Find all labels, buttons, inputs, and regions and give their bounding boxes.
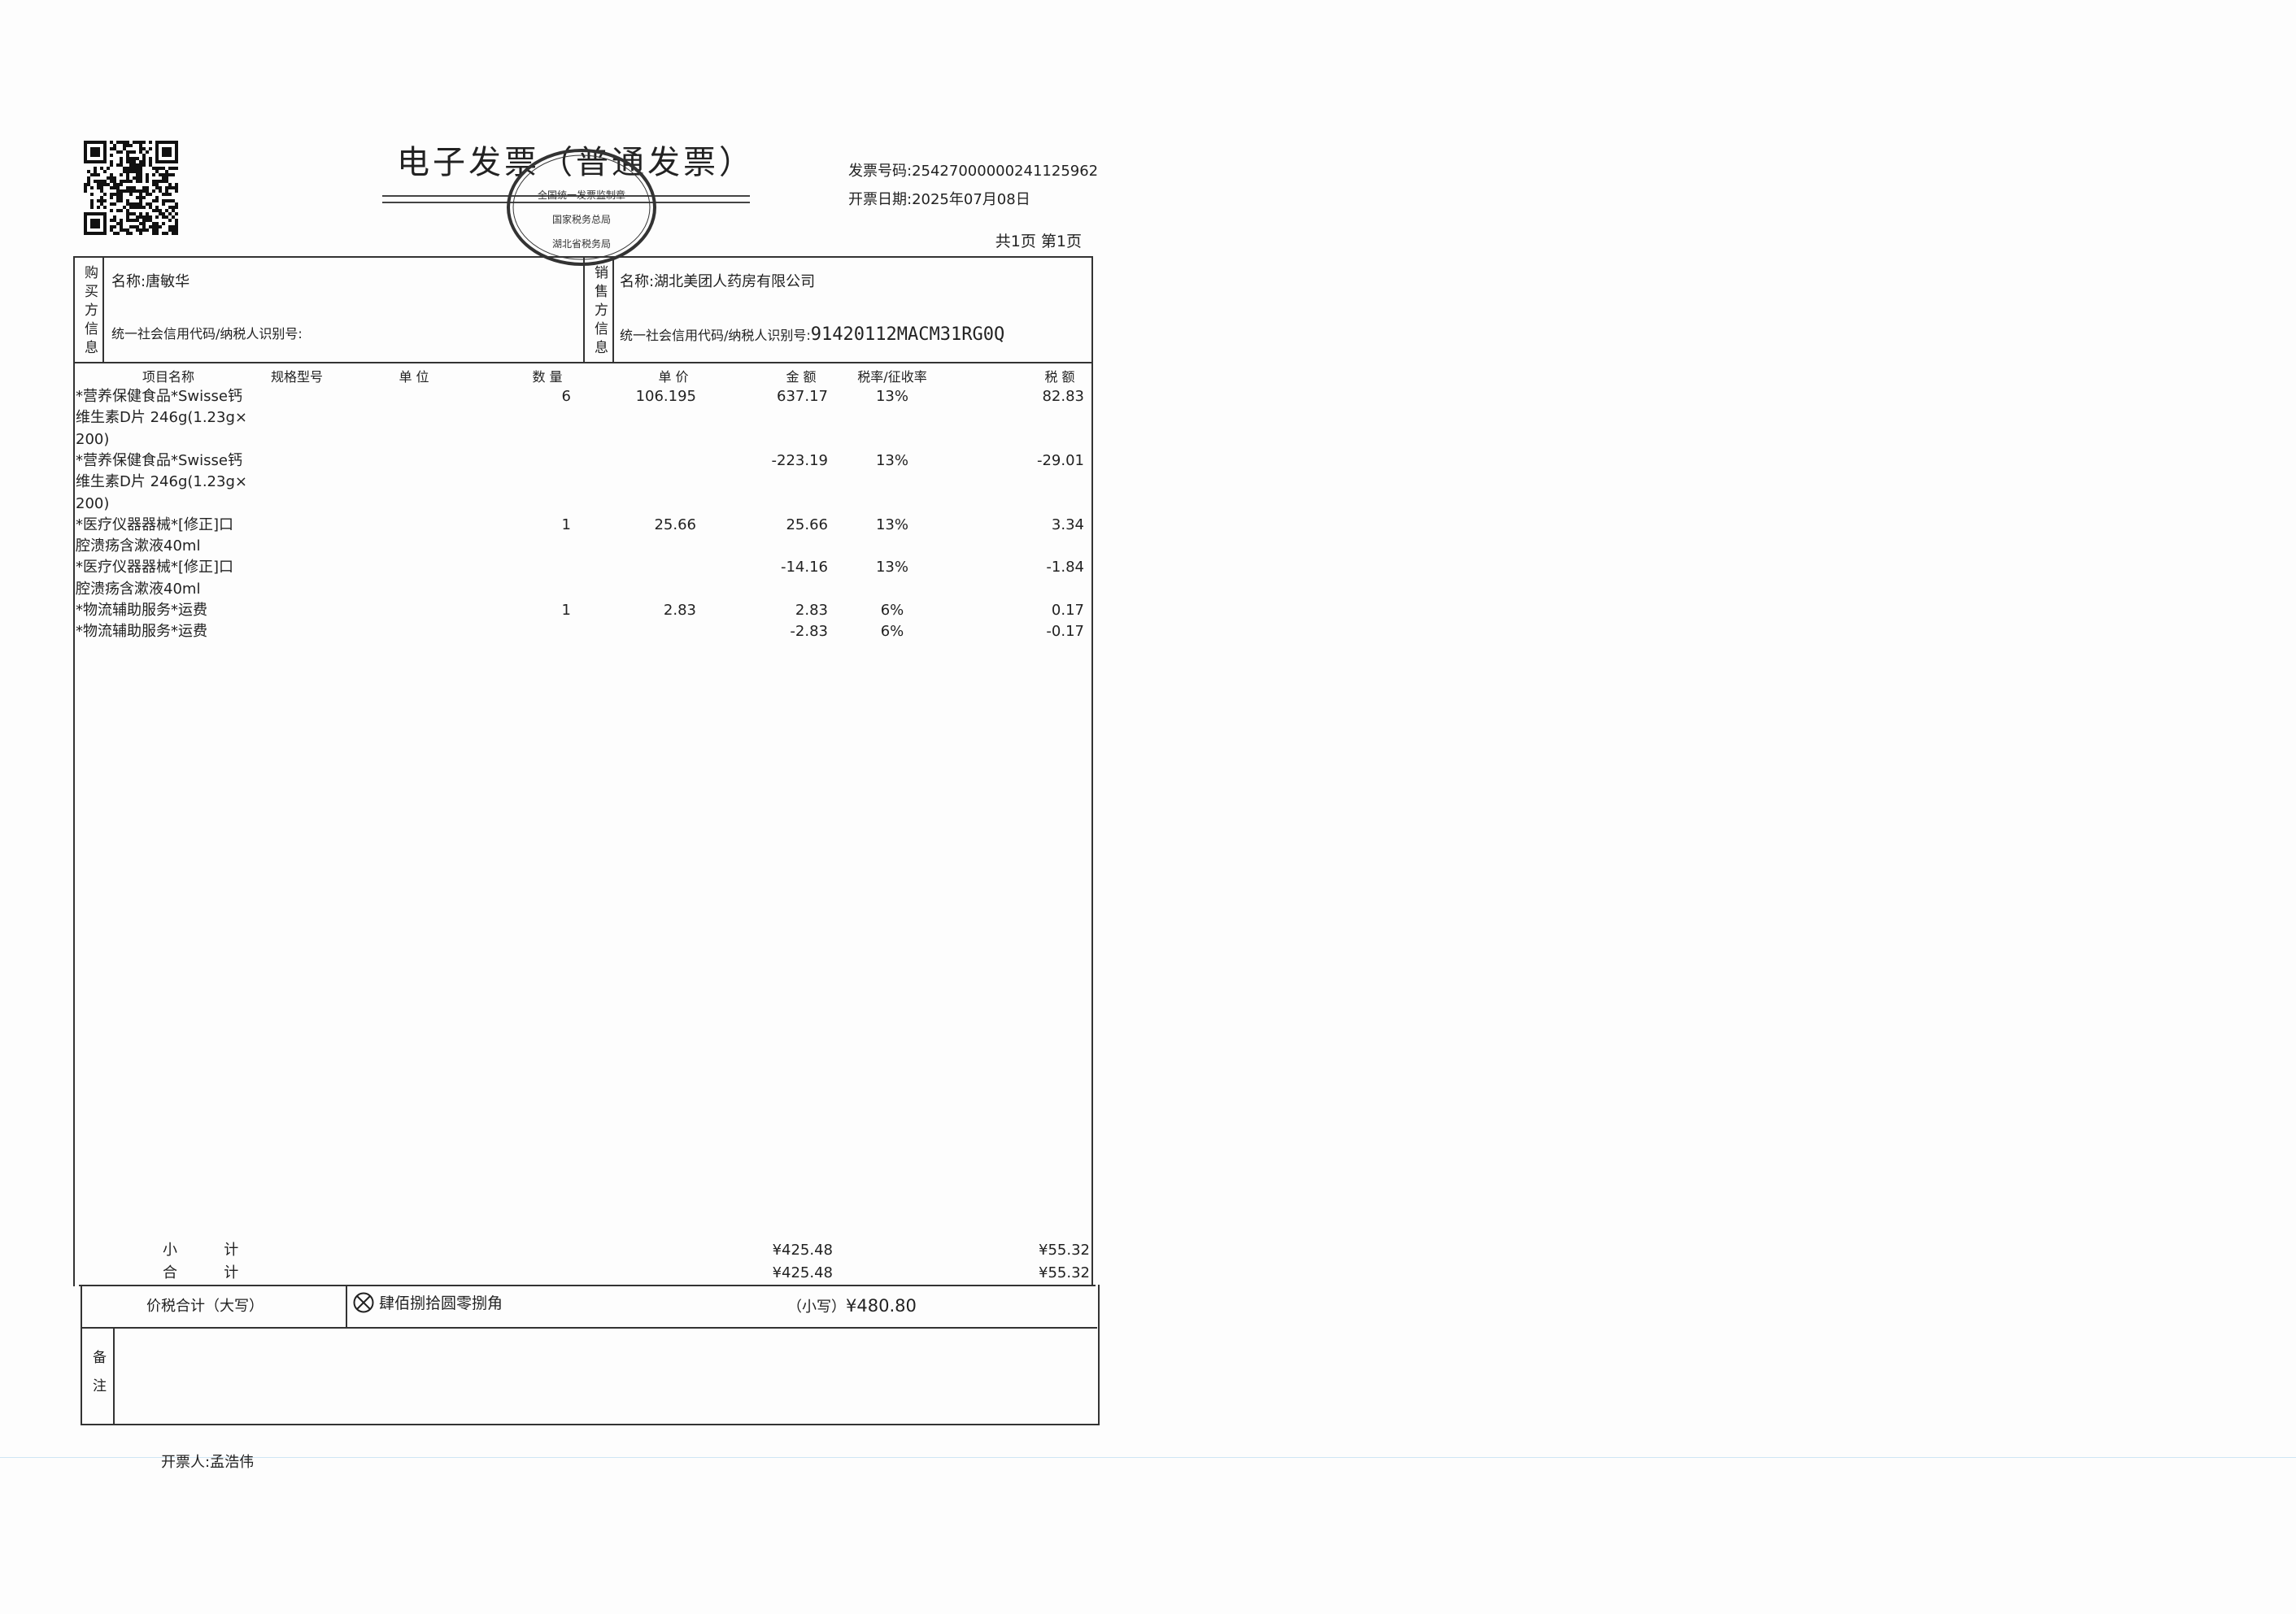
item-name-line: *物流辅助服务*运费 (76, 623, 207, 641)
item-tax: -0.17 (1046, 623, 1084, 641)
svg-text:全国统一发票监制章: 全国统一发票监制章 (538, 189, 625, 201)
title-double-line (382, 195, 750, 203)
col-header-amount: 金 额 (786, 369, 817, 385)
seller-name-label: 名称: (620, 273, 655, 290)
item-rate: 13% (875, 559, 908, 576)
col-header-name: 项目名称 (142, 369, 194, 385)
item-name-line: 维生素D片 246g(1.23g× (76, 473, 247, 491)
grand-total-small: （小写）¥480.80 (787, 1298, 917, 1315)
item-tax: -29.01 (1036, 451, 1084, 469)
item-rate: 13% (875, 388, 908, 405)
official-seal: 全国统一发票监制章 国家税务总局 湖北省税务局 (507, 149, 656, 266)
col-header-spec: 规格型号 (270, 369, 323, 385)
buyer-section-label: 购买方信息 (81, 265, 98, 359)
scan-line (0, 1457, 2296, 1458)
item-rate: 6% (880, 623, 904, 641)
issuer-name: 孟浩伟 (210, 1454, 255, 1471)
col-header-rate: 税率/征收率 (857, 369, 927, 385)
grand-total-words: 肆佰捌拾圆零捌角 (379, 1294, 503, 1312)
buyer-name-value: 唐敏华 (146, 273, 190, 290)
item-name-line: *医疗仪器器械*[修正]口 (76, 516, 234, 533)
item-name-line: 腔溃疡含漱液40ml (76, 580, 201, 598)
item-qty: 6 (561, 388, 571, 405)
issue-date-value: 2025年07月08日 (912, 191, 1030, 208)
invoice-number-value: 25427000000241125962 (912, 163, 1099, 180)
remarks-label: 备注 (89, 1350, 106, 1407)
item-amount: -2.83 (790, 623, 828, 641)
item-name-line: 腔溃疡含漱液40ml (76, 537, 201, 555)
page-info: 共1页 第1页 (995, 233, 1082, 250)
item-name-line: *物流辅助服务*运费 (76, 602, 207, 619)
grand-total-small-value: ¥480.80 (846, 1296, 917, 1316)
seller-tax-id-value: 91420112MACM31RG0Q (810, 324, 1005, 345)
seller-name-value: 湖北美团人药房有限公司 (654, 273, 816, 290)
item-rate: 13% (875, 516, 908, 533)
item-name-line: 维生素D片 246g(1.23g× (76, 409, 247, 427)
item-amount: 637.17 (777, 388, 828, 405)
seller-tax-id-label: 统一社会信用代码/纳税人识别号: (620, 328, 811, 343)
subtotal-label: 小 计 (163, 1242, 239, 1259)
item-tax: -1.84 (1046, 559, 1084, 576)
svg-text:国家税务总局: 国家税务总局 (552, 213, 611, 225)
item-name-line: *营养保健食品*Swisse钙 (76, 388, 242, 405)
grand-total-label: 价税合计（大写） (146, 1298, 264, 1315)
item-tax: 0.17 (1051, 602, 1084, 619)
item-price: 2.83 (663, 602, 696, 619)
item-name-line: *医疗仪器器械*[修正]口 (76, 559, 234, 576)
item-amount: -14.16 (780, 559, 828, 576)
buyer-tax-id-label: 统一社会信用代码/纳税人识别号: (111, 326, 303, 342)
item-rate: 6% (880, 602, 904, 619)
qr-code (84, 141, 178, 235)
item-amount: -223.19 (771, 451, 828, 469)
subtotal-amount: ¥425.48 (772, 1242, 833, 1259)
item-name-line: 200) (76, 494, 110, 512)
col-header-qty: 数 量 (532, 369, 563, 385)
total-label: 合 计 (163, 1264, 239, 1281)
issuer: 开票人:孟浩伟 (161, 1455, 254, 1470)
total-amount: ¥425.48 (772, 1264, 833, 1281)
item-amount: 2.83 (795, 602, 828, 619)
item-qty: 1 (561, 516, 571, 533)
item-price: 25.66 (654, 516, 696, 533)
item-name-line: *营养保健食品*Swisse钙 (76, 451, 242, 469)
invoice-number: 发票号码:25427000000241125962 (848, 164, 1098, 179)
item-rate: 13% (875, 451, 908, 469)
issuer-label: 开票人: (161, 1454, 211, 1471)
svg-text:湖北省税务局: 湖北省税务局 (552, 237, 611, 250)
buyer-tax-id: 统一社会信用代码/纳税人识别号: (111, 328, 303, 341)
item-price: 106.195 (635, 388, 696, 405)
col-header-unit: 单 位 (399, 369, 429, 385)
item-amount: 25.66 (786, 516, 828, 533)
buyer-name: 名称:唐敏华 (111, 275, 190, 289)
subtotal-tax: ¥55.32 (1039, 1242, 1090, 1259)
circled-x-icon (353, 1292, 374, 1313)
item-qty: 1 (561, 602, 571, 619)
seller-section-label: 销售方信息 (591, 265, 608, 359)
buyer-name-label: 名称: (111, 273, 146, 290)
issue-date-label: 开票日期: (848, 191, 913, 208)
grand-total-small-label: （小写） (787, 1299, 846, 1316)
col-header-price: 单 价 (658, 369, 689, 385)
item-tax: 3.34 (1051, 516, 1084, 533)
seller-tax-id: 统一社会信用代码/纳税人识别号:91420112MACM31RG0Q (620, 326, 1004, 344)
invoice-number-label: 发票号码: (848, 163, 913, 180)
seller-name: 名称:湖北美团人药房有限公司 (620, 275, 815, 289)
item-name-line: 200) (76, 430, 110, 448)
col-header-tax: 税 额 (1044, 369, 1075, 385)
total-tax: ¥55.32 (1039, 1264, 1090, 1281)
issue-date: 开票日期:2025年07月08日 (848, 193, 1030, 207)
item-tax: 82.83 (1042, 388, 1084, 405)
